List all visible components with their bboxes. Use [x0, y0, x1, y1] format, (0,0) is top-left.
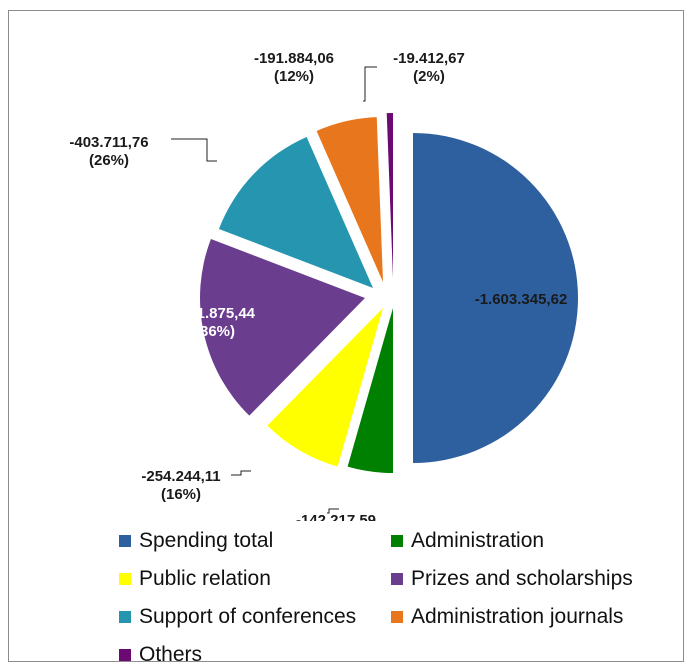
legend-swatch-spending-total — [119, 535, 131, 547]
legend-label-others: Others — [139, 643, 203, 666]
slice-public-relation — [267, 308, 383, 467]
chart-frame: -1.603.345,62 -142.217,59(8%) -254.244,11(… — [8, 10, 684, 666]
data-label-prizes-and-scholarships: -591.875,44 (36%) — [175, 305, 256, 340]
data-labels: -1.603.345,62 -142.217,59(8%) -254.244,11(… — [69, 50, 567, 521]
leader-line-others — [363, 66, 377, 102]
legend-item-support-of-conferences: Support of conferences — [119, 605, 356, 629]
pie-chart: -1.603.345,62 -142.217,59(8%) -254.244,11(… — [69, 50, 578, 521]
legend-label-spending-total: Spending total — [139, 529, 274, 552]
legend-item-prizes-and-scholarships: Prizes and scholarships — [391, 567, 633, 591]
legend-swatch-administration — [391, 535, 403, 547]
legend-swatch-public-relation — [119, 573, 131, 585]
legend-swatch-administration-journals — [391, 611, 403, 623]
data-label-administration: -142.217,59(8%) — [296, 512, 376, 521]
legend-item-public-relation: Public relation — [119, 567, 271, 591]
slice-administration — [347, 308, 393, 473]
legend-label-prizes-and-scholarships: Prizes and scholarships — [411, 567, 633, 590]
leader-lines — [171, 66, 377, 514]
legend-item-others: Others — [119, 643, 202, 667]
legend-item-spending-total: Spending total — [119, 529, 273, 553]
leader-line-administration — [327, 508, 339, 514]
leader-line-public-relation — [231, 470, 251, 476]
legend-item-administration-journals: Administration journals — [391, 605, 623, 629]
pie-slices — [199, 113, 578, 473]
legend-swatch-support-of-conferences — [119, 611, 131, 623]
legend-item-administration: Administration — [391, 529, 544, 553]
slice-administration-journals — [316, 117, 383, 282]
legend-label-support-of-conferences: Support of conferences — [139, 605, 357, 628]
data-label-administration-journals: -191.884,06 (12%) — [254, 50, 334, 85]
slice-support-of-conferences — [218, 136, 373, 288]
data-label-support-of-conferences: -403.711,76 (26%) — [69, 134, 148, 169]
leader-line-support-of-conferences — [171, 138, 217, 162]
data-label-public-relation: -254.244,11 (16%) — [141, 468, 220, 503]
legend-label-administration: Administration — [411, 529, 545, 552]
legend-label-public-relation: Public relation — [139, 567, 271, 590]
data-label-spending-total: -1.603.345,62 — [475, 291, 568, 308]
legend-swatch-prizes-and-scholarships — [391, 573, 403, 585]
legend-label-administration-journals: Administration journals — [411, 605, 624, 628]
data-label-others: -19.412,67 (2%) — [393, 50, 465, 85]
slice-spending-total — [413, 133, 578, 463]
slice-prizes-and-scholarships — [199, 238, 365, 416]
legend-swatch-others — [119, 649, 131, 661]
slice-others — [386, 113, 393, 278]
